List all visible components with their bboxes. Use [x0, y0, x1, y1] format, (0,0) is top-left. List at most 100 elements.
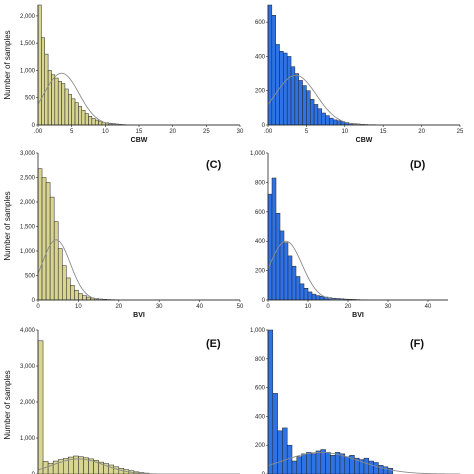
y-tick-label: 500: [25, 96, 36, 102]
histogram-bar: [81, 110, 86, 126]
y-tick-label: 0: [32, 472, 36, 474]
histogram-bar: [41, 177, 47, 301]
x-tick-label: 5: [305, 129, 309, 135]
y-axis-label: Number of samples: [3, 370, 12, 439]
x-axis-label: BVI: [352, 312, 364, 319]
x-tick-label: .00: [34, 129, 43, 135]
y-tick-label: 2,000: [20, 200, 36, 206]
histogram-bar: [37, 340, 44, 474]
x-axis-label: CBW: [131, 137, 148, 144]
normal-curve: [37, 458, 240, 474]
histogram-bar: [45, 182, 51, 301]
histogram-bar: [53, 221, 59, 301]
histogram-bar: [61, 83, 66, 126]
histogram-bar: [339, 453, 346, 474]
y-tick-label: 1,000: [20, 436, 36, 442]
histogram-bar: [61, 265, 67, 301]
y-tick-label: 600: [255, 210, 266, 216]
histogram-bar: [363, 457, 370, 474]
histogram-bar: [82, 295, 87, 301]
histogram-bar: [294, 73, 299, 126]
y-tick-label: 800: [255, 180, 266, 186]
x-tick-label: 10: [341, 129, 348, 135]
x-tick-label: 15: [136, 129, 143, 135]
histogram-bar: [54, 77, 59, 126]
histogram-bar: [57, 248, 63, 301]
y-tick-label: 1,000: [20, 68, 36, 74]
y-tick-label: 1,000: [250, 151, 266, 157]
panel-label: (E): [206, 338, 221, 350]
y-tick-label: 0: [262, 472, 266, 474]
histogram-bar: [313, 104, 319, 126]
histogram-bar: [57, 81, 62, 126]
histogram-bar: [70, 285, 75, 301]
histogram-bar: [282, 427, 288, 474]
x-axis-label: BVI: [133, 312, 145, 319]
y-tick-label: 600: [255, 20, 266, 26]
y-tick-label: 600: [255, 386, 266, 392]
histogram-bar: [49, 196, 55, 301]
histogram-bar: [86, 296, 91, 301]
histogram-bar: [84, 113, 89, 126]
y-tick-label: 0: [262, 123, 266, 129]
histogram-bar: [88, 116, 93, 126]
histogram-bar: [368, 460, 374, 474]
y-tick-label: 200: [255, 89, 266, 95]
histogram-bar: [329, 117, 334, 126]
histogram-bar: [37, 168, 43, 301]
histogram-bar: [286, 56, 292, 126]
histogram-bar: [287, 255, 293, 301]
histogram-bar: [310, 453, 317, 474]
histogram-bar: [296, 456, 302, 474]
histogram-bar: [325, 452, 331, 474]
y-axis-label: Number of samples: [3, 191, 12, 260]
y-tick-label: 1,500: [20, 41, 36, 47]
histogram-bar: [74, 289, 79, 301]
histogram-bar: [317, 108, 323, 126]
y-tick-label: 3,000: [20, 364, 36, 370]
histogram-bar: [319, 296, 325, 301]
histogram-bar: [333, 119, 338, 126]
histogram-bar: [307, 291, 313, 301]
x-tick-label: 30: [237, 129, 244, 135]
x-tick-label: 15: [380, 129, 387, 135]
panel-label: (D): [410, 159, 426, 171]
histogram-bar: [344, 456, 350, 474]
x-tick-label: 30: [156, 304, 163, 310]
histogram-bar: [279, 230, 285, 301]
histogram-bar: [286, 444, 293, 474]
histogram-bar: [267, 193, 273, 301]
histogram-bar: [64, 88, 69, 126]
x-tick-label: 5: [70, 129, 74, 135]
histogram-bar: [301, 453, 307, 474]
histogram-bar: [277, 430, 283, 474]
x-axis-label: CBW: [356, 137, 373, 144]
histogram-bar: [306, 452, 312, 474]
x-tick-label: 25: [203, 129, 210, 135]
histogram-bar: [51, 74, 56, 126]
histogram-bar: [71, 98, 76, 126]
histogram-bar: [267, 329, 274, 474]
histogram-bar: [41, 37, 45, 126]
histogram-bar: [47, 70, 52, 126]
histogram-bar: [373, 462, 379, 474]
histogram-bar: [271, 177, 277, 301]
histogram-bar: [271, 15, 276, 126]
x-tick-label: 10: [102, 129, 109, 135]
x-tick-label: 40: [425, 304, 432, 310]
x-tick-label: 50: [237, 304, 244, 310]
histogram-bar: [325, 115, 330, 126]
y-axis-label: Number of samples: [3, 30, 12, 99]
histogram-bar: [98, 120, 103, 126]
histogram-bar: [283, 52, 288, 126]
histogram-bar: [336, 120, 342, 126]
y-tick-label: 2,000: [20, 14, 36, 20]
histogram-bar: [303, 287, 309, 301]
histogram-bar: [315, 295, 321, 301]
y-tick-label: 800: [255, 357, 266, 363]
x-tick-label: 20: [169, 129, 176, 135]
y-tick-label: 400: [255, 414, 266, 420]
y-tick-label: 200: [255, 443, 266, 449]
y-tick-label: 400: [255, 239, 266, 245]
